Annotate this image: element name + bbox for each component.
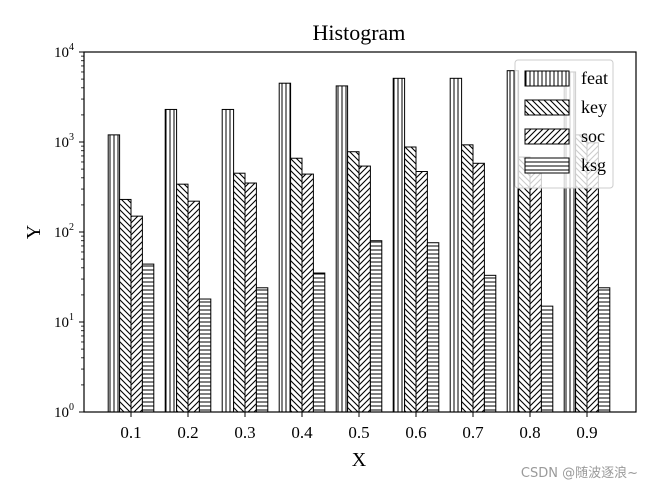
x-tick-label: 0.3 xyxy=(234,423,255,442)
legend-swatch-ksg xyxy=(524,157,570,174)
bar-soc-0.8 xyxy=(529,164,542,413)
bar-soc-0.5 xyxy=(358,165,371,413)
bar-ksg-0.5 xyxy=(369,240,383,413)
bar-key-0.8 xyxy=(518,156,531,413)
bar-key-0.5 xyxy=(347,151,360,413)
bar-key-0.4 xyxy=(290,157,303,413)
bar-ksg-0.3 xyxy=(255,287,269,413)
x-axis: 0.1 0.2 0.3 0.4 0.5 0.6 0.7 0.8 0.9 xyxy=(120,412,598,442)
bar-key-0.2 xyxy=(176,183,189,413)
bar-key-0.3 xyxy=(233,172,246,413)
x-tick-label: 0.5 xyxy=(348,423,369,442)
y-tick-label: 102 xyxy=(54,222,74,241)
bar-feat-0.1 xyxy=(107,134,121,413)
bar-feat-0.7 xyxy=(449,77,463,413)
x-tick-label: 0.4 xyxy=(291,423,313,442)
bar-ksg-0.9 xyxy=(597,287,611,413)
plot-frame xyxy=(83,51,637,413)
bar-key-0.7 xyxy=(461,144,474,413)
csdn-watermark: CSDN @随波逐浪~ xyxy=(520,466,638,481)
bar-soc-0.2 xyxy=(187,200,200,413)
bar-feat-0.6 xyxy=(392,77,406,413)
legend-label-feat: feat xyxy=(581,68,608,88)
bar-soc-0.6 xyxy=(415,171,428,413)
legend: feat key soc ksg xyxy=(514,59,614,189)
x-tick-label: 0.7 xyxy=(462,423,484,442)
x-axis-label: X xyxy=(352,449,367,471)
bar-ksg-0.8 xyxy=(540,305,554,413)
x-tick-label: 0.6 xyxy=(405,423,426,442)
x-tick-label: 0.2 xyxy=(177,423,198,442)
y-axis-label: Y xyxy=(23,225,45,239)
bar-ksg-0.6 xyxy=(426,242,440,413)
legend-label-ksg: ksg xyxy=(581,155,606,175)
legend-label-soc: soc xyxy=(581,126,605,146)
chart-title: Histogram xyxy=(313,20,406,45)
bar-soc-0.4 xyxy=(301,173,314,413)
y-tick-label: 103 xyxy=(54,132,74,151)
legend-swatch-feat xyxy=(524,70,570,87)
bar-ksg-0.2 xyxy=(198,298,212,413)
y-axis: 100 101 102 103 104 xyxy=(54,42,84,421)
x-tick-label: 0.1 xyxy=(120,423,141,442)
bar-soc-0.7 xyxy=(472,162,485,413)
bar-feat-0.5 xyxy=(335,85,349,413)
y-tick-label: 104 xyxy=(54,42,74,61)
bar-feat-0.4 xyxy=(278,82,292,413)
bar-ksg-0.7 xyxy=(483,274,497,413)
bars-group xyxy=(107,70,611,413)
bar-key-0.1 xyxy=(119,198,132,413)
bar-ksg-0.1 xyxy=(141,263,155,413)
legend-swatch-soc xyxy=(524,128,570,145)
bar-soc-0.3 xyxy=(244,182,257,413)
legend-box xyxy=(514,59,614,189)
y-tick-label: 101 xyxy=(54,312,74,331)
bar-ksg-0.4 xyxy=(312,272,326,413)
legend-swatch-key xyxy=(524,99,570,116)
x-tick-label: 0.8 xyxy=(519,423,540,442)
x-tick-label: 0.9 xyxy=(576,423,597,442)
bar-soc-0.1 xyxy=(130,215,143,413)
y-tick-label: 100 xyxy=(54,402,74,421)
legend-label-key: key xyxy=(581,97,607,117)
bar-feat-0.3 xyxy=(221,108,235,413)
bar-key-0.6 xyxy=(404,146,417,413)
bar-feat-0.2 xyxy=(164,108,178,413)
